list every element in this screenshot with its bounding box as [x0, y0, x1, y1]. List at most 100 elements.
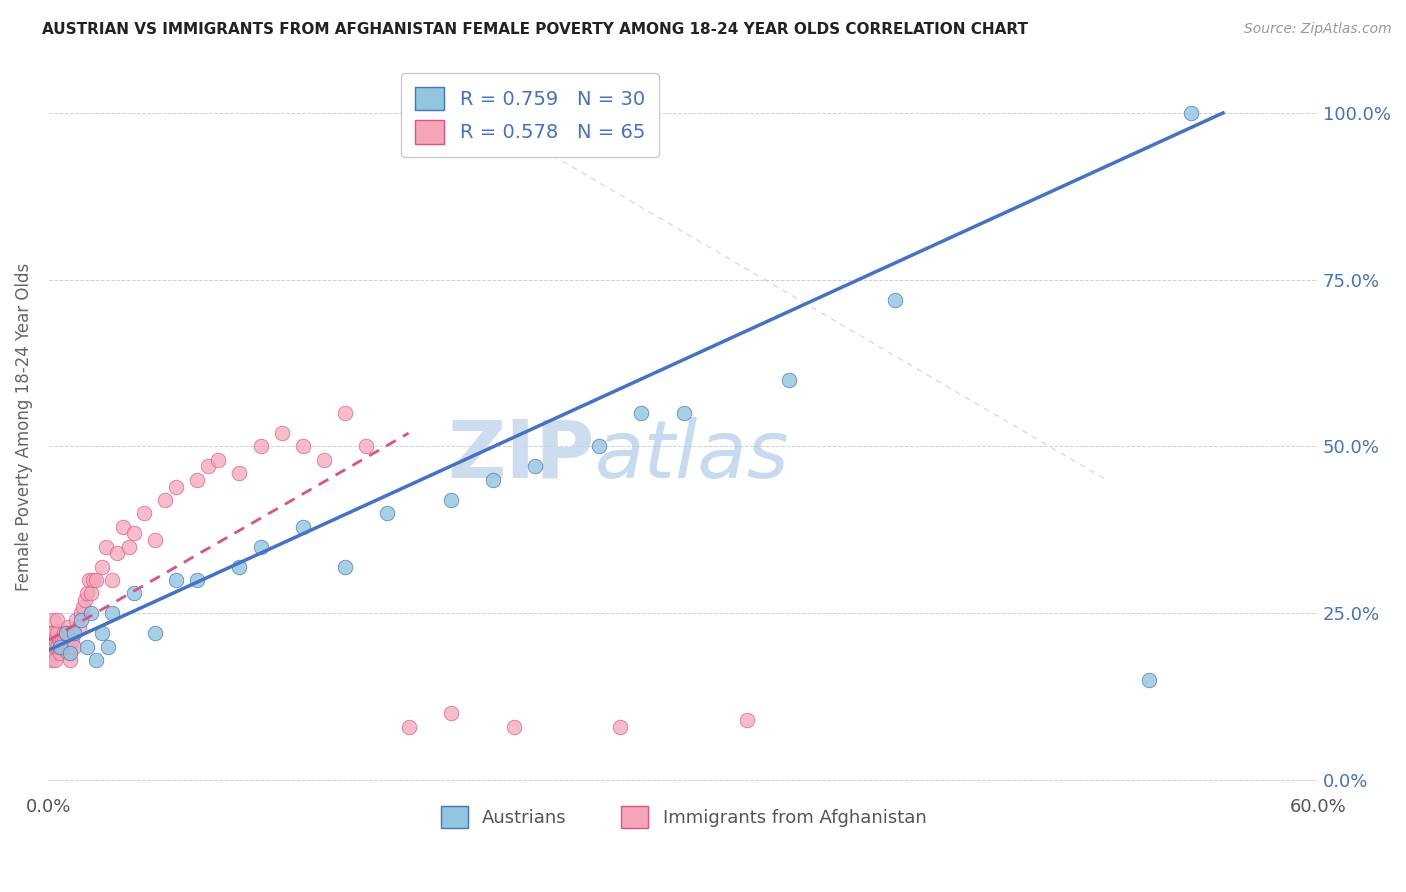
Point	[440, 492, 463, 507]
Point	[63, 626, 86, 640]
Point	[55, 640, 77, 654]
Text: AUSTRIAN VS IMMIGRANTS FROM AFGHANISTAN FEMALE POVERTY AMONG 18-24 YEAR OLDS COR: AUSTRIAN VS IMMIGRANTS FROM AFGHANISTAN …	[42, 22, 1028, 37]
Point	[69, 613, 91, 627]
Point	[51, 640, 73, 654]
Point	[377, 506, 399, 520]
Point	[630, 406, 652, 420]
Point	[69, 606, 91, 620]
Point	[122, 586, 145, 600]
Point	[186, 573, 208, 587]
Text: Source: ZipAtlas.com: Source: ZipAtlas.com	[1244, 22, 1392, 37]
Point	[42, 646, 65, 660]
Point	[165, 573, 187, 587]
Point	[609, 720, 631, 734]
Point	[94, 540, 117, 554]
Point	[52, 626, 75, 640]
Y-axis label: Female Poverty Among 18-24 Year Olds: Female Poverty Among 18-24 Year Olds	[15, 262, 32, 591]
Point	[778, 373, 800, 387]
Point	[84, 653, 107, 667]
Point	[44, 640, 66, 654]
Point	[42, 626, 65, 640]
Point	[80, 586, 103, 600]
Point	[48, 646, 70, 660]
Point	[101, 573, 124, 587]
Point	[884, 293, 907, 307]
Point	[76, 640, 98, 654]
Point	[80, 606, 103, 620]
Point	[249, 540, 271, 554]
Point	[207, 453, 229, 467]
Point	[59, 626, 82, 640]
Point	[39, 640, 62, 654]
Point	[60, 632, 83, 647]
Point	[48, 640, 70, 654]
Point	[143, 533, 166, 547]
Point	[82, 573, 104, 587]
Point	[356, 440, 378, 454]
Point	[228, 559, 250, 574]
Point	[155, 492, 177, 507]
Point	[76, 586, 98, 600]
Point	[524, 459, 547, 474]
Point	[111, 519, 134, 533]
Point	[46, 613, 69, 627]
Point	[482, 473, 505, 487]
Point	[65, 613, 87, 627]
Point	[101, 606, 124, 620]
Point	[105, 546, 128, 560]
Legend: Austrians, Immigrants from Afghanistan: Austrians, Immigrants from Afghanistan	[433, 799, 934, 836]
Point	[143, 626, 166, 640]
Point	[735, 713, 758, 727]
Point	[90, 626, 112, 640]
Point	[59, 646, 82, 660]
Point	[134, 506, 156, 520]
Point	[197, 459, 219, 474]
Point	[52, 632, 75, 647]
Point	[55, 626, 77, 640]
Point	[46, 640, 69, 654]
Point	[55, 626, 77, 640]
Point	[73, 593, 96, 607]
Text: ZIP: ZIP	[447, 417, 595, 495]
Point	[63, 626, 86, 640]
Point	[59, 640, 82, 654]
Point	[440, 706, 463, 721]
Point	[84, 573, 107, 587]
Point	[59, 653, 82, 667]
Text: atlas: atlas	[595, 417, 789, 495]
Point	[97, 640, 120, 654]
Point	[77, 573, 100, 587]
Point	[1137, 673, 1160, 687]
Point	[42, 613, 65, 627]
Point	[333, 559, 356, 574]
Point	[1180, 106, 1202, 120]
Point	[249, 440, 271, 454]
Point	[67, 619, 90, 633]
Point	[228, 466, 250, 480]
Point	[90, 559, 112, 574]
Point	[48, 632, 70, 647]
Point	[291, 519, 314, 533]
Point	[122, 526, 145, 541]
Point	[56, 646, 79, 660]
Point	[333, 406, 356, 420]
Point	[46, 626, 69, 640]
Point	[44, 632, 66, 647]
Point	[39, 653, 62, 667]
Point	[186, 473, 208, 487]
Point	[44, 653, 66, 667]
Point	[118, 540, 141, 554]
Point	[398, 720, 420, 734]
Point	[165, 479, 187, 493]
Point	[672, 406, 695, 420]
Point	[72, 599, 94, 614]
Point	[503, 720, 526, 734]
Point	[312, 453, 335, 467]
Point	[63, 640, 86, 654]
Point	[39, 626, 62, 640]
Point	[588, 440, 610, 454]
Point	[270, 426, 292, 441]
Point	[56, 619, 79, 633]
Point	[48, 640, 70, 654]
Point	[291, 440, 314, 454]
